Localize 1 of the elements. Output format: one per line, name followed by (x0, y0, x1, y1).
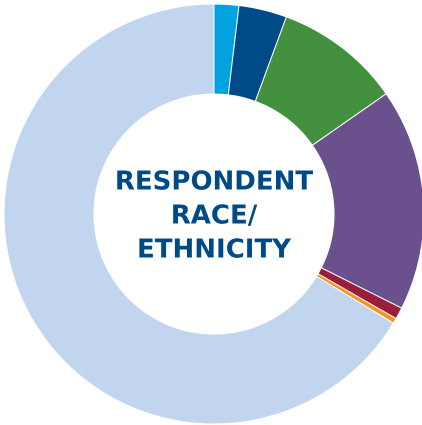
text: RESPONDENT RACE/ ETHNICITY (114, 166, 314, 264)
